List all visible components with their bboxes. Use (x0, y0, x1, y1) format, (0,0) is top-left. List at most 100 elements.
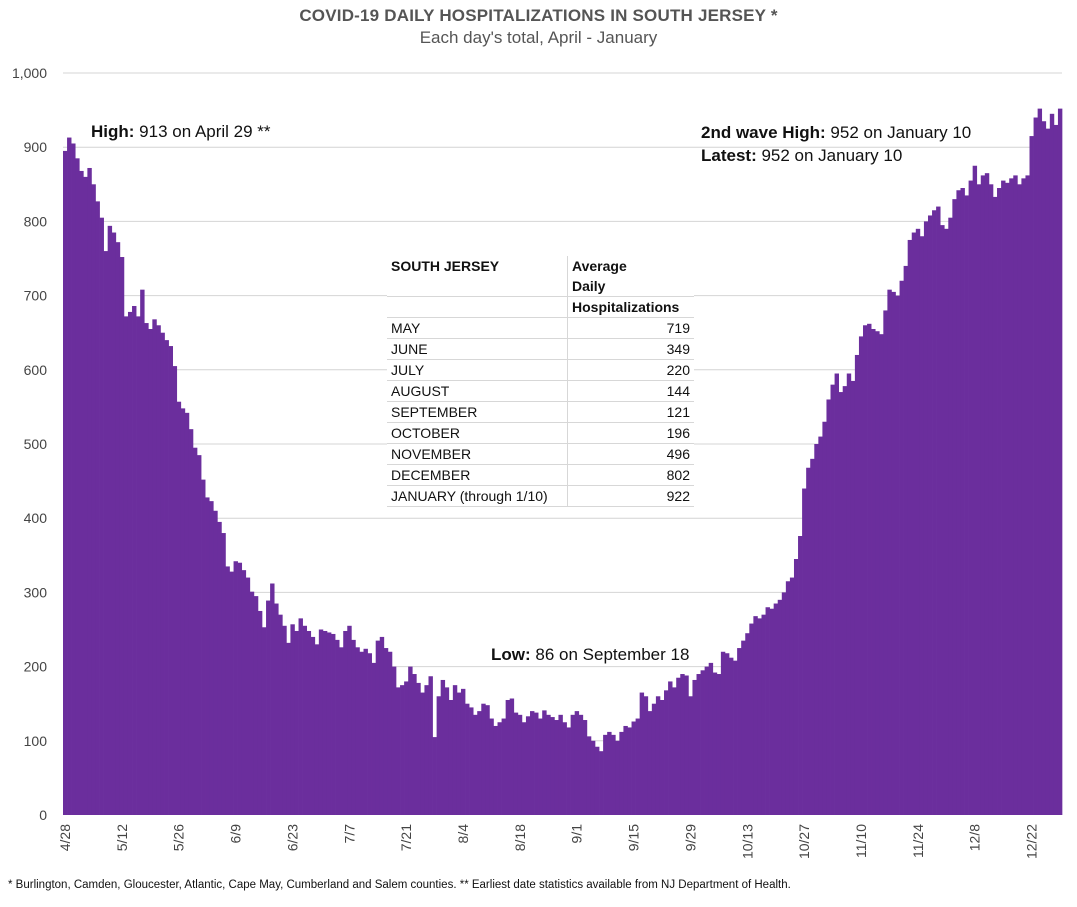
bar (696, 674, 701, 815)
bar (79, 170, 84, 815)
bar (339, 647, 344, 815)
bar (911, 232, 917, 815)
bar (87, 167, 92, 816)
bar (144, 323, 149, 815)
bar (237, 562, 243, 815)
bar (290, 624, 295, 815)
chart-title: COVID-19 DAILY HOSPITALIZATIONS IN SOUTH… (299, 6, 778, 25)
bar (737, 648, 742, 815)
bar (594, 746, 600, 815)
x-tick-label: 10/13 (739, 824, 755, 859)
y-tick-label: 600 (24, 362, 48, 378)
bar (590, 740, 596, 815)
bar (188, 429, 194, 815)
y-axis-ticks: 0 100 200 300 400 500 600 700 800 900 1,000 (12, 65, 47, 823)
bar (810, 458, 815, 815)
bar (688, 696, 693, 815)
bar (286, 642, 291, 815)
bar (367, 653, 372, 815)
bar (241, 570, 247, 815)
bar (838, 392, 844, 815)
bar (505, 699, 511, 815)
y-tick-label: 400 (24, 510, 48, 526)
bar (777, 599, 783, 815)
bar (1049, 113, 1055, 815)
bar (245, 577, 251, 815)
bar (331, 633, 336, 815)
bar (854, 354, 860, 815)
y-tick-label: 800 (24, 213, 48, 229)
bar (477, 711, 482, 815)
bar (67, 137, 72, 816)
bar (984, 173, 990, 816)
bar (712, 672, 718, 815)
bar (659, 699, 665, 815)
bar (976, 184, 982, 816)
bar (513, 712, 519, 815)
bar (424, 685, 429, 815)
bar (1057, 108, 1063, 816)
bar (140, 289, 145, 815)
bar (420, 692, 425, 815)
bar (111, 232, 117, 815)
bar (371, 662, 377, 815)
bar (785, 581, 791, 815)
table-header-blank (387, 276, 568, 297)
bar (952, 199, 957, 815)
bar (761, 614, 766, 815)
bar (643, 696, 649, 815)
table-cell-month: JANUARY (through 1/10) (387, 485, 568, 507)
bar (1033, 117, 1038, 815)
bar (936, 206, 941, 815)
bar (448, 699, 454, 815)
bar (201, 479, 206, 815)
bar (1045, 128, 1051, 815)
bar (542, 710, 547, 815)
bar (351, 639, 356, 815)
bar (326, 632, 332, 815)
x-tick-label: 11/24 (910, 824, 926, 858)
bar (830, 384, 835, 815)
table-row: NOVEMBER 496 (387, 443, 694, 465)
bar (95, 201, 100, 815)
bar (416, 682, 421, 815)
bar (773, 603, 779, 815)
bar (724, 653, 730, 815)
second-wave-annotation: 2nd wave High: 952 on January 10 (701, 123, 971, 143)
bar (75, 158, 80, 815)
bar (428, 676, 433, 815)
bar (932, 210, 937, 815)
bar (136, 316, 141, 815)
x-tick-label: 11/10 (853, 824, 869, 858)
bar (956, 190, 961, 816)
chart-subtitle: Each day's total, April - January (419, 28, 658, 47)
bar (546, 714, 551, 815)
bar (599, 751, 604, 815)
x-tick-label: 9/1 (569, 824, 585, 844)
bar (562, 722, 567, 815)
bar (436, 696, 442, 815)
bar (891, 291, 896, 815)
bar (282, 625, 287, 815)
bar (704, 666, 710, 815)
bar (493, 725, 498, 815)
bar (469, 707, 474, 815)
bar (209, 501, 214, 815)
table-header-hospitalizations: Hospitalizations (567, 296, 694, 318)
bar (400, 685, 405, 815)
bar (570, 714, 576, 815)
bar (172, 366, 178, 815)
x-tick-label: 6/23 (284, 824, 300, 851)
table-cell-month: JUNE (387, 338, 568, 360)
bar (335, 639, 340, 815)
bar (692, 679, 697, 815)
table-cell-month: OCTOBER (387, 422, 568, 444)
bar (972, 165, 978, 815)
bar (1013, 175, 1018, 815)
low-text: 86 on September 18 (530, 645, 690, 664)
bar (627, 727, 632, 815)
table-header-row: SOUTH JERSEY Average (387, 256, 694, 276)
footnote: * Burlington, Camden, Gloucester, Atlant… (8, 879, 791, 891)
bar (306, 630, 312, 815)
